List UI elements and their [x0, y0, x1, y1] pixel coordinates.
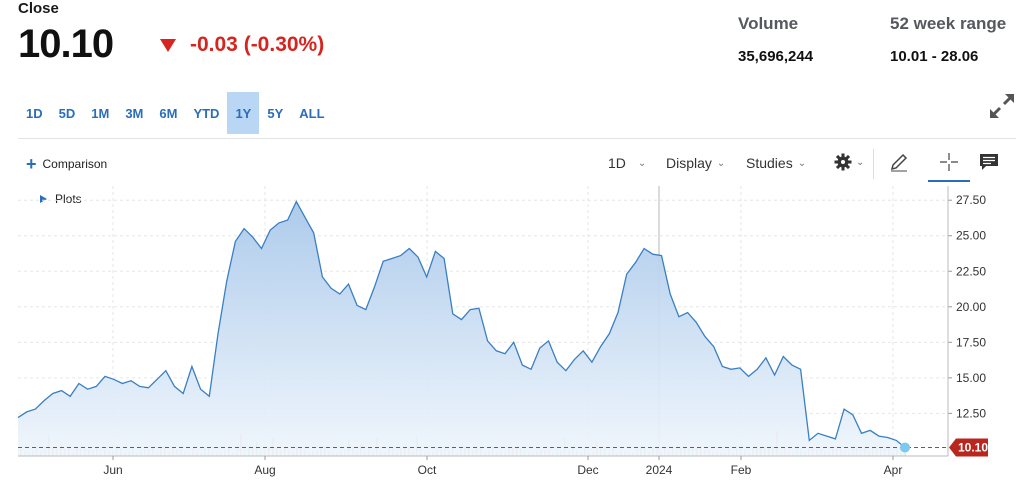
range-button-1y[interactable]: 1Y [227, 92, 260, 134]
down-triangle-icon [160, 38, 176, 52]
x-tick-label: Aug [254, 463, 275, 477]
range-button-1d[interactable]: 1D [26, 105, 43, 121]
y-tick-label: 12.50 [956, 406, 986, 420]
quote-header: Close 10.10 -0.03 (-0.30%) Volume 35,696… [18, 0, 1008, 90]
interval-label: 1D [608, 155, 626, 171]
crosshair-icon[interactable] [936, 149, 962, 175]
last-price-dot [900, 442, 910, 453]
price-chart[interactable]: 27.50 25.00 22.50 20.00 17.50 15.00 12.50 Jun A… [0, 186, 1024, 493]
studies-label: Studies [746, 155, 793, 171]
x-tick-label: Apr [884, 463, 903, 477]
comment-icon[interactable] [976, 149, 1002, 175]
x-tick-label: Feb [731, 463, 752, 477]
y-tick-label: 20.00 [956, 300, 986, 314]
range-button-3m[interactable]: 3M [125, 105, 144, 121]
volume-label: Volume [738, 14, 799, 33]
last-price-badge: 10.10 [949, 438, 988, 457]
comparison-label: Comparison [42, 157, 108, 171]
y-tick-label: 27.50 [956, 193, 986, 207]
y-tick-label: 22.50 [956, 264, 986, 278]
studies-menu[interactable]: Studies ⌄ [746, 155, 806, 171]
range-button-5y[interactable]: 5Y [267, 105, 284, 121]
price-area [18, 201, 905, 456]
price-change-value: -0.03 (-0.30%) [190, 33, 325, 56]
chevron-down-icon: ⌄ [856, 157, 865, 168]
last-price-label: 10.10 [958, 440, 988, 454]
display-menu[interactable]: Display ⌄ [666, 155, 725, 171]
range-button-5d[interactable]: 5D [58, 105, 76, 121]
chevron-down-icon: ⌄ [637, 157, 647, 169]
y-tick-label: 25.00 [956, 229, 986, 243]
crosshair-active-indicator [928, 180, 970, 182]
plots-label: Plots [55, 192, 82, 206]
header-divider [18, 138, 1016, 139]
caret-right-icon [40, 195, 47, 203]
x-tick-label: Dec [577, 463, 598, 477]
range-button-1m[interactable]: 1M [91, 105, 110, 121]
close-label: Close [18, 0, 59, 17]
expand-icon[interactable] [988, 92, 1016, 120]
price-change: -0.03 (-0.30%) [160, 33, 324, 57]
price-line [17, 200, 906, 449]
pencil-icon[interactable] [886, 149, 912, 175]
y-tick-label: 17.50 [956, 335, 986, 349]
x-tick-label: Jun [103, 463, 122, 477]
chevron-down-icon: ⌄ [797, 157, 807, 169]
y-tick-label: 15.00 [956, 371, 986, 385]
volume-value: 35,696,244 [738, 48, 814, 65]
x-tick-label: 2024 [646, 463, 673, 477]
range-button-all[interactable]: ALL [299, 105, 325, 121]
chevron-down-icon: ⌄ [716, 157, 726, 169]
x-tick-label: Oct [418, 463, 437, 477]
comparison-button[interactable]: + Comparison [26, 154, 108, 174]
toolbar-separator [873, 149, 874, 179]
week-range-label: 52 week range [890, 14, 1007, 33]
close-price: 10.10 [18, 22, 114, 66]
range-button-ytd[interactable]: YTD [193, 105, 220, 121]
week-range-stat: 52 week range 10.01 - 28.06 [890, 14, 1006, 65]
time-range-selector: 1D 5D 1M 3M 6M YTD 1Y 5Y ALL [18, 92, 333, 134]
interval-menu[interactable]: 1D ⌄ [608, 155, 646, 171]
display-label: Display [666, 155, 712, 171]
week-range-value: 10.01 - 28.06 [890, 48, 979, 65]
plots-toggle[interactable]: Plots [40, 192, 82, 206]
x-axis: Jun Aug Oct Dec 2024 Feb Apr [18, 455, 948, 477]
plus-icon: + [26, 154, 37, 174]
chart-toolbar: + Comparison 1D ⌄ Display ⌄ Studies ⌄ ⌄ [18, 145, 1016, 183]
gear-icon[interactable] [830, 149, 856, 175]
y-axis: 27.50 25.00 22.50 20.00 17.50 15.00 12.50 [947, 186, 986, 456]
range-button-6m[interactable]: 6M [159, 105, 178, 121]
volume-stat: Volume 35,696,244 [738, 14, 813, 65]
